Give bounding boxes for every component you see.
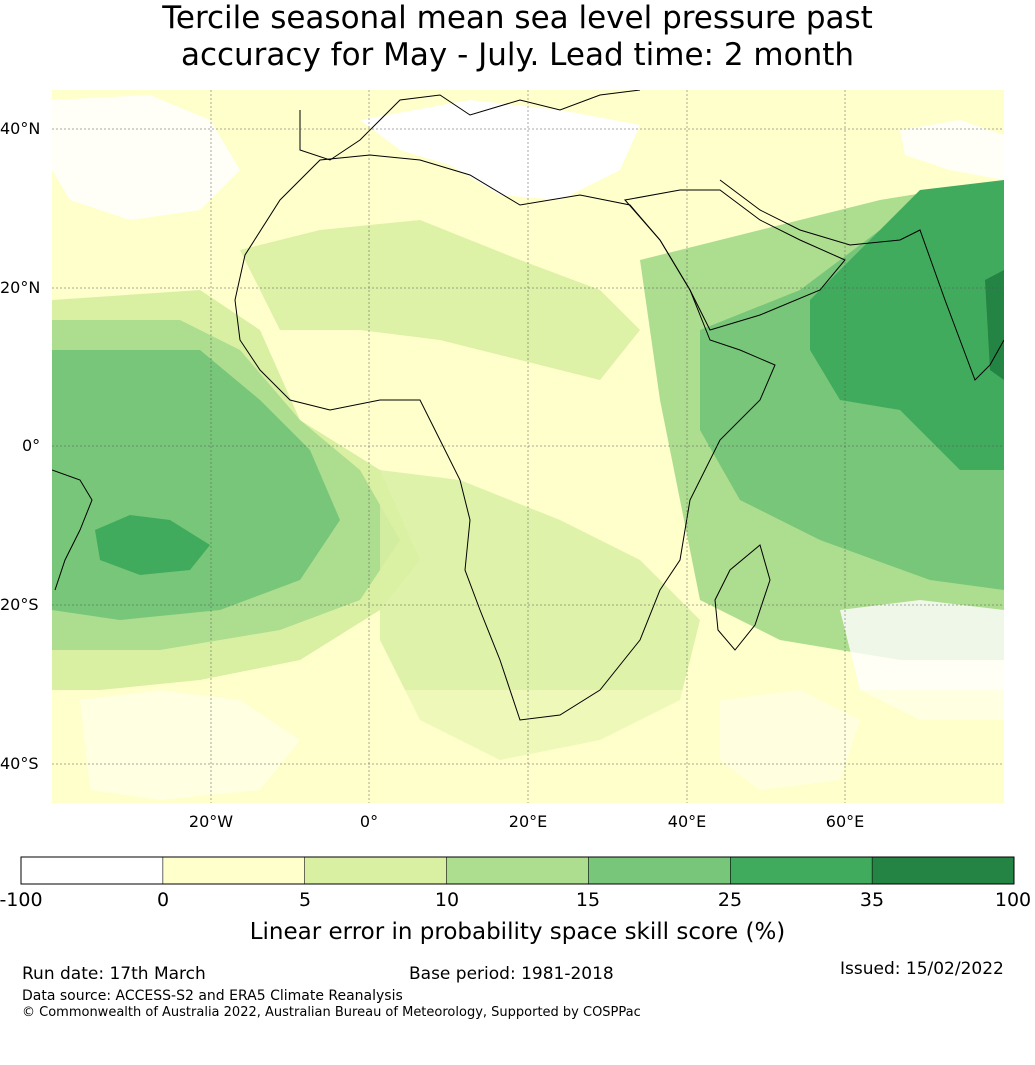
colorbar-tick-neg100: -100 bbox=[0, 889, 43, 911]
south-america-coastline bbox=[52, 469, 93, 591]
colorbar-tick-0: 0 bbox=[156, 889, 170, 911]
map-title: Tercile seasonal mean sea level pressure… bbox=[0, 0, 1035, 74]
colorbar-swatch bbox=[872, 857, 1014, 884]
colorbar-tick-25: 25 bbox=[717, 889, 743, 911]
skill-region-atlantic-peak bbox=[95, 515, 210, 575]
map-title-line-1: Tercile seasonal mean sea level pressure… bbox=[162, 0, 873, 36]
lon-label-20w: 20°W bbox=[188, 812, 234, 831]
skill-region-sahel-light bbox=[240, 220, 640, 380]
lon-label-20e: 20°E bbox=[508, 812, 548, 831]
colorbar-tick-35: 35 bbox=[859, 889, 885, 911]
arabia-coastline bbox=[624, 189, 846, 331]
lat-label-40n: 40°N bbox=[0, 119, 41, 138]
madagascar-coastline bbox=[714, 544, 771, 651]
lat-label-20n: 20°N bbox=[0, 278, 41, 297]
colorbar-swatch bbox=[304, 857, 447, 884]
skill-region-southern-light bbox=[380, 470, 700, 760]
asia-coastline bbox=[719, 179, 1004, 381]
skill-region-north-indian-low bbox=[900, 120, 1004, 180]
lat-label-20s: 20°S bbox=[0, 595, 39, 614]
colorbar-swatch bbox=[588, 857, 731, 884]
base-period: Base period: 1981-2018 bbox=[409, 964, 614, 984]
skill-region-indian-high bbox=[810, 180, 1004, 470]
colorbar-label: Linear error in probability space skill … bbox=[249, 919, 786, 945]
skill-region-south-atlantic-low bbox=[80, 690, 300, 800]
colorbar-swatch bbox=[730, 857, 873, 884]
europe-coastline bbox=[299, 90, 641, 161]
map-title-line-2: accuracy for May - July. Lead time: 2 mo… bbox=[180, 37, 855, 73]
colorbar-swatch bbox=[162, 857, 305, 884]
skill-region-mediterranean-low bbox=[360, 100, 640, 200]
lon-label-60e: 60°E bbox=[825, 812, 865, 831]
data-source: Data source: ACCESS-S2 and ERA5 Climate … bbox=[22, 988, 403, 1004]
lat-label-40s: 40°S bbox=[0, 754, 39, 773]
colorbar-tick-100: 100 bbox=[994, 889, 1032, 911]
lon-label-40e: 40°E bbox=[667, 812, 707, 831]
colorbar-swatch bbox=[446, 857, 589, 884]
skill-region-southeast-africa-low bbox=[720, 690, 860, 790]
skill-region-indian-peak bbox=[985, 270, 1004, 380]
issued-date: Issued: 15/02/2022 bbox=[840, 959, 1004, 979]
skill-region-north-atlantic-low bbox=[52, 95, 240, 220]
colorbar-tick-15: 15 bbox=[575, 889, 601, 911]
run-date: Run date: 17th March bbox=[22, 964, 206, 984]
skill-region-south-indian-low bbox=[840, 600, 1004, 720]
colorbar bbox=[20, 856, 1015, 885]
colorbar-tick-10: 10 bbox=[434, 889, 460, 911]
lat-label-0: 0° bbox=[22, 436, 41, 455]
colorbar-swatch bbox=[21, 857, 163, 884]
lon-label-0: 0° bbox=[359, 812, 379, 831]
colorbar-frame bbox=[20, 856, 1015, 885]
copyright: © Commonwealth of Australia 2022, Austra… bbox=[22, 1005, 641, 1020]
colorbar-tick-5: 5 bbox=[298, 889, 312, 911]
